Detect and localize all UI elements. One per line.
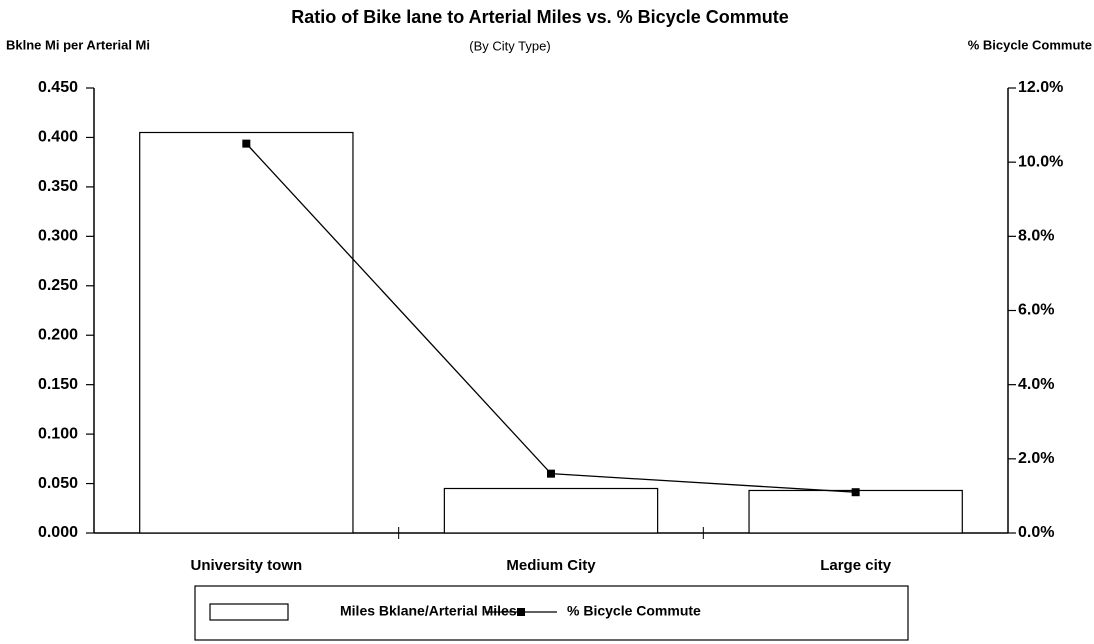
y2-tick-label: 0.0%: [1018, 524, 1054, 541]
legend-label: % Bicycle Commute: [567, 603, 701, 619]
legend-label: Miles Bklane/Arterial Miles: [340, 603, 517, 619]
y2-tick-label: 6.0%: [1018, 302, 1054, 319]
y2-tick-label: 8.0%: [1018, 228, 1054, 245]
chart-title: Ratio of Bike lane to Arterial Miles vs.…: [291, 7, 788, 27]
y-axis-label: Bklne Mi per Arterial Mi: [6, 37, 150, 52]
y-tick-label: 0.450: [38, 79, 78, 96]
x-tick-label: University town: [190, 557, 302, 574]
y2-tick-label: 10.0%: [1018, 153, 1063, 170]
line-marker: [547, 469, 555, 478]
bar: [748, 489, 963, 534]
y-tick-label: 0.400: [38, 129, 78, 146]
bar: [139, 131, 354, 534]
y-tick-label: 0.300: [38, 228, 78, 245]
x-tick-label: Medium City: [506, 557, 596, 574]
y-tick-label: 0.150: [38, 376, 78, 393]
y-tick-label: 0.100: [38, 425, 78, 442]
x-tick-label: Large city: [820, 557, 892, 574]
y-tick-label: 0.200: [38, 326, 78, 343]
line-marker: [242, 139, 251, 148]
line-marker: [851, 488, 860, 497]
legend-box: [194, 585, 909, 641]
y2-tick-label: 12.0%: [1018, 79, 1063, 96]
bar: [443, 487, 659, 534]
y2-axis-label: % Bicycle Commute: [968, 37, 1092, 52]
chart-subtitle: (By City Type): [469, 38, 550, 53]
y-tick-label: 0.000: [38, 524, 78, 541]
y-tick-label: 0.250: [38, 277, 78, 294]
y-tick-label: 0.050: [38, 475, 78, 492]
y-tick-label: 0.350: [38, 178, 78, 195]
y2-tick-label: 4.0%: [1018, 376, 1054, 393]
y2-tick-label: 2.0%: [1018, 450, 1054, 467]
legend-marker: [517, 608, 525, 616]
legend-swatch: [209, 603, 289, 621]
